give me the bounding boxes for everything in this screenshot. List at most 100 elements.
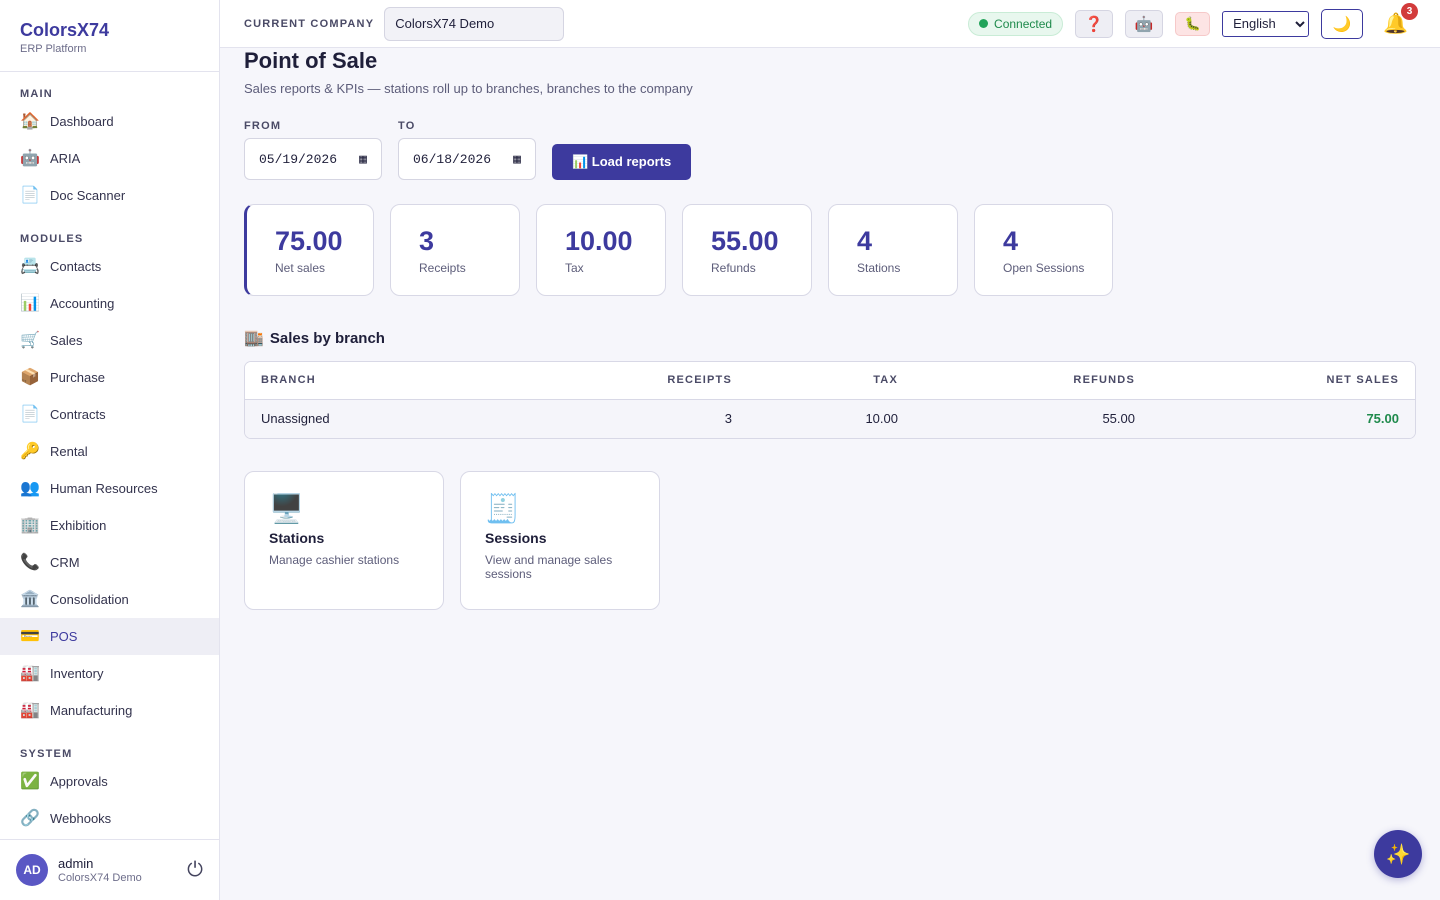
desktop-computer-icon: 🖥️ xyxy=(269,493,304,524)
ai-assistant-button[interactable]: ✨ xyxy=(1374,830,1422,878)
sidebar-item-label: ARIA xyxy=(50,151,81,166)
kpi-label: Receipts xyxy=(419,261,466,275)
theme-toggle-button[interactable]: 🌙 xyxy=(1321,8,1364,39)
sidebar-item-label: Dashboard xyxy=(50,114,114,129)
connection-status-label: Connected xyxy=(994,16,1053,31)
nav-section-modules: MODULES xyxy=(20,233,84,245)
bug-icon: 🐛 xyxy=(1184,15,1201,31)
kpi-refunds: 55.00 Refunds xyxy=(682,204,812,296)
sidebar-item-webhooks[interactable]: 🔗 Webhooks xyxy=(0,800,219,837)
sidebar-item-human-resources[interactable]: 👥 Human Resources xyxy=(0,470,219,507)
column-header-receipts: RECEIPTS xyxy=(545,362,748,400)
load-reports-button[interactable]: 📊 Load reports xyxy=(552,144,692,180)
receipt-icon: 🧾 xyxy=(485,493,520,524)
sidebar-item-label: Contracts xyxy=(50,407,106,422)
avatar[interactable]: AD xyxy=(16,854,48,886)
sidebar-item-doc-scanner[interactable]: 📄 Doc Scanner xyxy=(0,177,219,214)
classical-building-icon: 🏛️ xyxy=(20,590,40,608)
sidebar-item-exhibition[interactable]: 🏢 Exhibition xyxy=(0,507,219,544)
sidebar-item-sales[interactable]: 🛒 Sales xyxy=(0,322,219,359)
sidebar-item-contracts[interactable]: 📄 Contracts xyxy=(0,396,219,433)
sidebar-item-label: Approvals xyxy=(50,774,108,789)
status-dot-icon xyxy=(979,19,989,28)
sidebar-item-inventory[interactable]: 🏭 Inventory xyxy=(0,655,219,692)
document-icon: 📄 xyxy=(20,405,40,423)
sidebar-item-approvals[interactable]: ✅ Approvals xyxy=(0,763,219,800)
connection-status-badge: Connected xyxy=(968,11,1064,36)
table-header-row: BRANCH RECEIPTS TAX REFUNDS NET SALES xyxy=(245,362,1415,400)
bell-icon: 🔔 xyxy=(1383,13,1408,35)
kpi-value: 4 xyxy=(1003,226,1019,256)
cell-receipts: 3 xyxy=(545,399,748,438)
language-select[interactable]: English xyxy=(1222,10,1310,37)
sidebar-item-label: Purchase xyxy=(50,370,105,385)
sidebar-item-label: Exhibition xyxy=(50,518,107,533)
kpi-net-sales: 75.00 Net sales xyxy=(244,204,374,296)
sidebar-item-label: Doc Scanner xyxy=(50,188,126,203)
from-date-input[interactable]: 05/19/2026 ▦ xyxy=(244,138,382,180)
notifications-button[interactable]: 🔔 3 xyxy=(1383,3,1418,36)
kpi-value: 4 xyxy=(857,226,873,256)
factory-icon: 🏭 xyxy=(20,664,40,682)
main-content: Point of Sale Sales reports & KPIs — sta… xyxy=(244,48,1416,610)
column-header-branch: BRANCH xyxy=(245,362,545,400)
check-mark-icon: ✅ xyxy=(20,772,40,790)
sidebar-item-contacts[interactable]: 📇 Contacts xyxy=(0,248,219,285)
section-title-text: Sales by branch xyxy=(269,329,385,347)
bug-report-button[interactable]: 🐛 xyxy=(1175,11,1211,36)
company-field[interactable] xyxy=(384,6,565,41)
kpi-label: Refunds xyxy=(711,261,756,275)
table-row: Unassigned 3 10.00 55.00 75.00 xyxy=(245,399,1415,438)
nav-section-system: SYSTEM xyxy=(20,748,73,760)
to-label: TO xyxy=(398,120,416,132)
column-header-net-sales: NET SALES xyxy=(1151,362,1415,400)
column-header-refunds: REFUNDS xyxy=(914,362,1151,400)
cell-net-sales: 75.00 xyxy=(1151,399,1415,438)
page-title: Point of Sale xyxy=(244,48,378,73)
sidebar-item-crm[interactable]: 📞 CRM xyxy=(0,544,219,581)
user-name: admin xyxy=(58,856,94,871)
user-info: admin ColorsX74 Demo xyxy=(58,856,187,884)
sidebar-item-label: Accounting xyxy=(50,296,115,311)
kpi-value: 55.00 xyxy=(711,226,779,256)
kpi-value: 3 xyxy=(419,226,435,256)
sidebar-item-pos[interactable]: 💳 POS xyxy=(0,618,219,655)
link-icon: 🔗 xyxy=(20,809,40,827)
user-company: ColorsX74 Demo xyxy=(58,872,142,884)
sidebar-item-manufacturing[interactable]: 🏭 Manufacturing xyxy=(0,692,219,729)
calendar-icon[interactable]: ▦ xyxy=(359,151,367,167)
sidebar-item-purchase[interactable]: 📦 Purchase xyxy=(0,359,219,396)
card-title: Sessions xyxy=(485,530,547,546)
power-icon[interactable]: ⏻ xyxy=(187,859,203,881)
sidebar-item-consolidation[interactable]: 🏛️ Consolidation xyxy=(0,581,219,618)
to-date-input[interactable]: 06/18/2026 ▦ xyxy=(398,138,536,180)
kpi-label: Open Sessions xyxy=(1003,261,1085,275)
sidebar-item-label: Consolidation xyxy=(50,592,129,607)
shortcut-cards: 🖥️ Stations Manage cashier stations 🧾 Se… xyxy=(244,471,1416,610)
sessions-card[interactable]: 🧾 Sessions View and manage sales session… xyxy=(460,471,660,610)
help-button[interactable]: ❓ xyxy=(1075,9,1114,38)
sidebar-item-accounting[interactable]: 📊 Accounting xyxy=(0,285,219,322)
cart-icon: 🛒 xyxy=(20,331,40,349)
card-description: Manage cashier stations xyxy=(269,553,400,567)
date-filters: FROM 05/19/2026 ▦ TO 06/18/2026 ▦ 📊 Load… xyxy=(244,120,1416,180)
to-date-value: 06/18/2026 xyxy=(413,151,492,167)
brand-name[interactable]: ColorsX74 xyxy=(20,20,110,40)
kpi-label: Tax xyxy=(565,261,584,275)
sidebar: ColorsX74 ERP Platform MAIN 🏠 Dashboard … xyxy=(0,0,220,900)
calendar-icon[interactable]: ▦ xyxy=(513,151,521,167)
sales-by-branch-table: BRANCH RECEIPTS TAX REFUNDS NET SALES Un… xyxy=(244,361,1416,439)
page-subtitle: Sales reports & KPIs — stations roll up … xyxy=(244,81,693,96)
stations-card[interactable]: 🖥️ Stations Manage cashier stations xyxy=(244,471,444,610)
document-icon: 📄 xyxy=(20,186,40,204)
topbar-actions: Connected ❓ 🤖 🐛 English 🌙 🔔 3 xyxy=(968,3,1418,39)
cell-tax: 10.00 xyxy=(748,399,914,438)
sidebar-item-dashboard[interactable]: 🏠 Dashboard xyxy=(0,103,219,140)
question-mark-icon: ❓ xyxy=(1084,15,1104,33)
credit-card-icon: 💳 xyxy=(20,627,40,645)
sidebar-item-label: Sales xyxy=(50,333,83,348)
sidebar-item-rental[interactable]: 🔑 Rental xyxy=(0,433,219,470)
department-store-icon: 🏬 xyxy=(244,330,264,347)
assistant-button[interactable]: 🤖 xyxy=(1125,9,1164,38)
sidebar-item-aria[interactable]: 🤖 ARIA xyxy=(0,140,219,177)
